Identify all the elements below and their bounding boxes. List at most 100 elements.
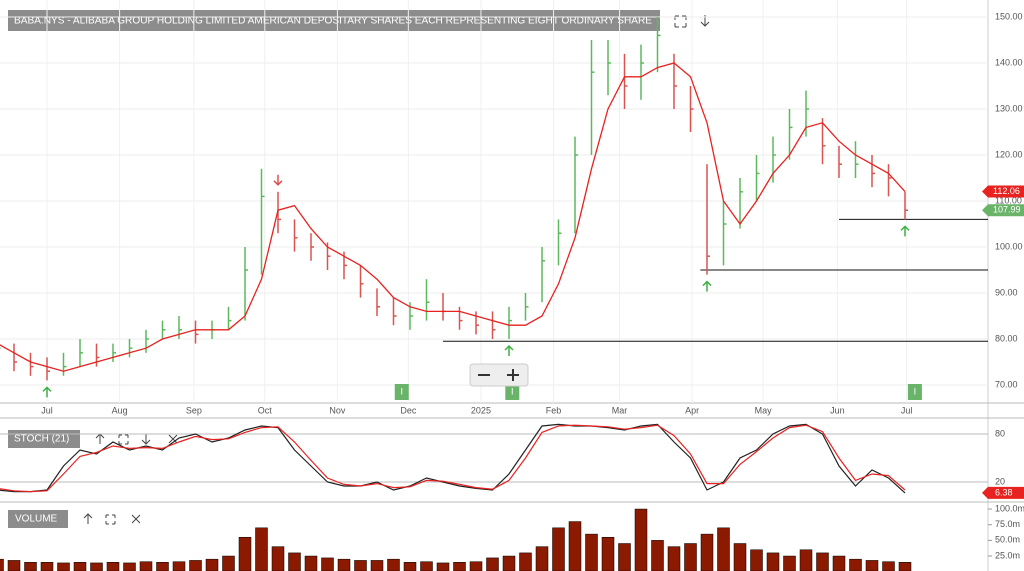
fullscreen-icon[interactable]: [674, 15, 687, 28]
y-tick-label: 90.00: [995, 287, 1018, 297]
volume-bar: [403, 562, 417, 571]
close-icon[interactable]: [168, 434, 178, 444]
x-tick-label: Mar: [612, 405, 628, 415]
stoch-box: STOCH (21): [8, 430, 80, 448]
y-tick-label: 25.0m: [995, 550, 1020, 560]
down-icon[interactable]: [141, 434, 151, 445]
event-label: I: [400, 386, 403, 396]
volume-bar: [766, 552, 780, 571]
x-tick-label: Aug: [112, 405, 128, 415]
volume-bar: [733, 543, 747, 571]
volume-bar: [304, 555, 318, 571]
volume-bar: [898, 562, 912, 571]
volume-bar: [205, 558, 219, 571]
volume-bar: [486, 557, 499, 571]
volume-bar: [271, 546, 285, 571]
volume-bar: [139, 561, 153, 571]
volume-bar: [783, 555, 796, 571]
zoom-controls[interactable]: [469, 363, 529, 387]
volume-bar: [156, 562, 169, 571]
volume-bar: [238, 536, 252, 571]
x-tick-label: Dec: [400, 405, 417, 415]
volume-bar: [387, 558, 400, 571]
volume-bar: [882, 561, 895, 571]
y-tick-label: 80: [995, 428, 1005, 438]
y-tick-label: 80.00: [995, 333, 1018, 343]
volume-bar: [123, 562, 136, 571]
last-value-box: [982, 204, 1024, 217]
volume-bar: [568, 521, 582, 571]
volume-bar: [832, 555, 846, 571]
x-tick-label: Jun: [830, 405, 845, 415]
volume-bar: [469, 561, 483, 571]
volume-bar: [535, 546, 549, 571]
volume-bar: [222, 555, 235, 571]
y-tick-label: 100.00: [995, 241, 1023, 251]
volume-bar: [552, 527, 565, 571]
close-icon[interactable]: [131, 514, 141, 524]
y-tick-label: 100.0m: [995, 503, 1024, 513]
volume-bar: [370, 560, 384, 571]
signal-arrow: [702, 280, 712, 292]
last-value-box: [982, 185, 1024, 198]
title-bg: [8, 10, 660, 31]
volume-bar: [601, 536, 615, 571]
volume-bar: [799, 549, 813, 571]
fullscreen-icon[interactable]: [118, 434, 129, 445]
volume-icons[interactable]: [83, 513, 141, 525]
volume-bar: [7, 560, 21, 571]
zoom-in[interactable]: [507, 369, 519, 381]
y-tick-label: 130.00: [995, 103, 1023, 113]
volume-bar: [816, 552, 829, 571]
y-tick-label: 150.00: [995, 11, 1023, 21]
y-tick-label: 70.00: [995, 379, 1018, 389]
signal-arrow: [900, 225, 910, 237]
volume-bar: [73, 562, 87, 571]
volume-bar: [849, 558, 862, 571]
volume-bar: [40, 562, 54, 571]
x-tick-label: Apr: [685, 405, 699, 415]
volume-bar: [667, 546, 681, 571]
volume-bar: [502, 555, 516, 571]
x-tick-label: Jul: [901, 405, 913, 415]
title-box: BABA.NYS - ALIBABA GROUP HOLDING LIMITED…: [8, 10, 660, 31]
y-tick-label: 110.00: [995, 195, 1022, 205]
volume-bar: [436, 562, 450, 571]
volume-bar: [684, 543, 697, 571]
volume-bar: [634, 508, 648, 571]
last-value-label: 107.99: [993, 205, 1021, 215]
volume-bar: [321, 557, 334, 571]
volume-bar: [717, 527, 730, 571]
volume-bar: [519, 552, 532, 571]
y-tick-label: 120.00: [995, 149, 1023, 159]
volume-bar: [288, 552, 301, 571]
volume-bar: [585, 533, 598, 571]
up-icon[interactable]: [83, 513, 93, 524]
volume-bar: [453, 562, 466, 571]
fullscreen-icon[interactable]: [105, 514, 116, 525]
signal-arrow: [504, 344, 514, 356]
stoch-line: [0, 424, 906, 493]
x-tick-label: Nov: [329, 405, 346, 415]
volume-bar: [90, 562, 103, 571]
volume-bar: [618, 543, 631, 571]
volume-title-bg: [8, 510, 68, 528]
y-tick-label: 20: [995, 476, 1005, 486]
volume-bar: [700, 533, 714, 571]
x-tick-label: May: [755, 405, 773, 415]
last-value-box: [982, 486, 1024, 499]
y-tick-label: 75.0m: [995, 519, 1020, 529]
chart-title: BABA.NYS - ALIBABA GROUP HOLDING LIMITED…: [14, 16, 652, 27]
volume-bar: [172, 561, 186, 571]
volume-bar: [24, 562, 37, 571]
stoch-title: STOCH (21): [14, 434, 69, 445]
event-badge: [394, 384, 409, 400]
last-value-label: 112.06: [993, 186, 1020, 196]
volume-bar: [420, 561, 433, 571]
last-value-label: 6.38: [995, 487, 1013, 497]
volume-bar: [865, 560, 879, 571]
event-badge: [505, 384, 520, 400]
volume-bar: [651, 540, 664, 571]
volume-bar: [57, 562, 70, 571]
y-tick-label: 50.0m: [995, 535, 1020, 545]
